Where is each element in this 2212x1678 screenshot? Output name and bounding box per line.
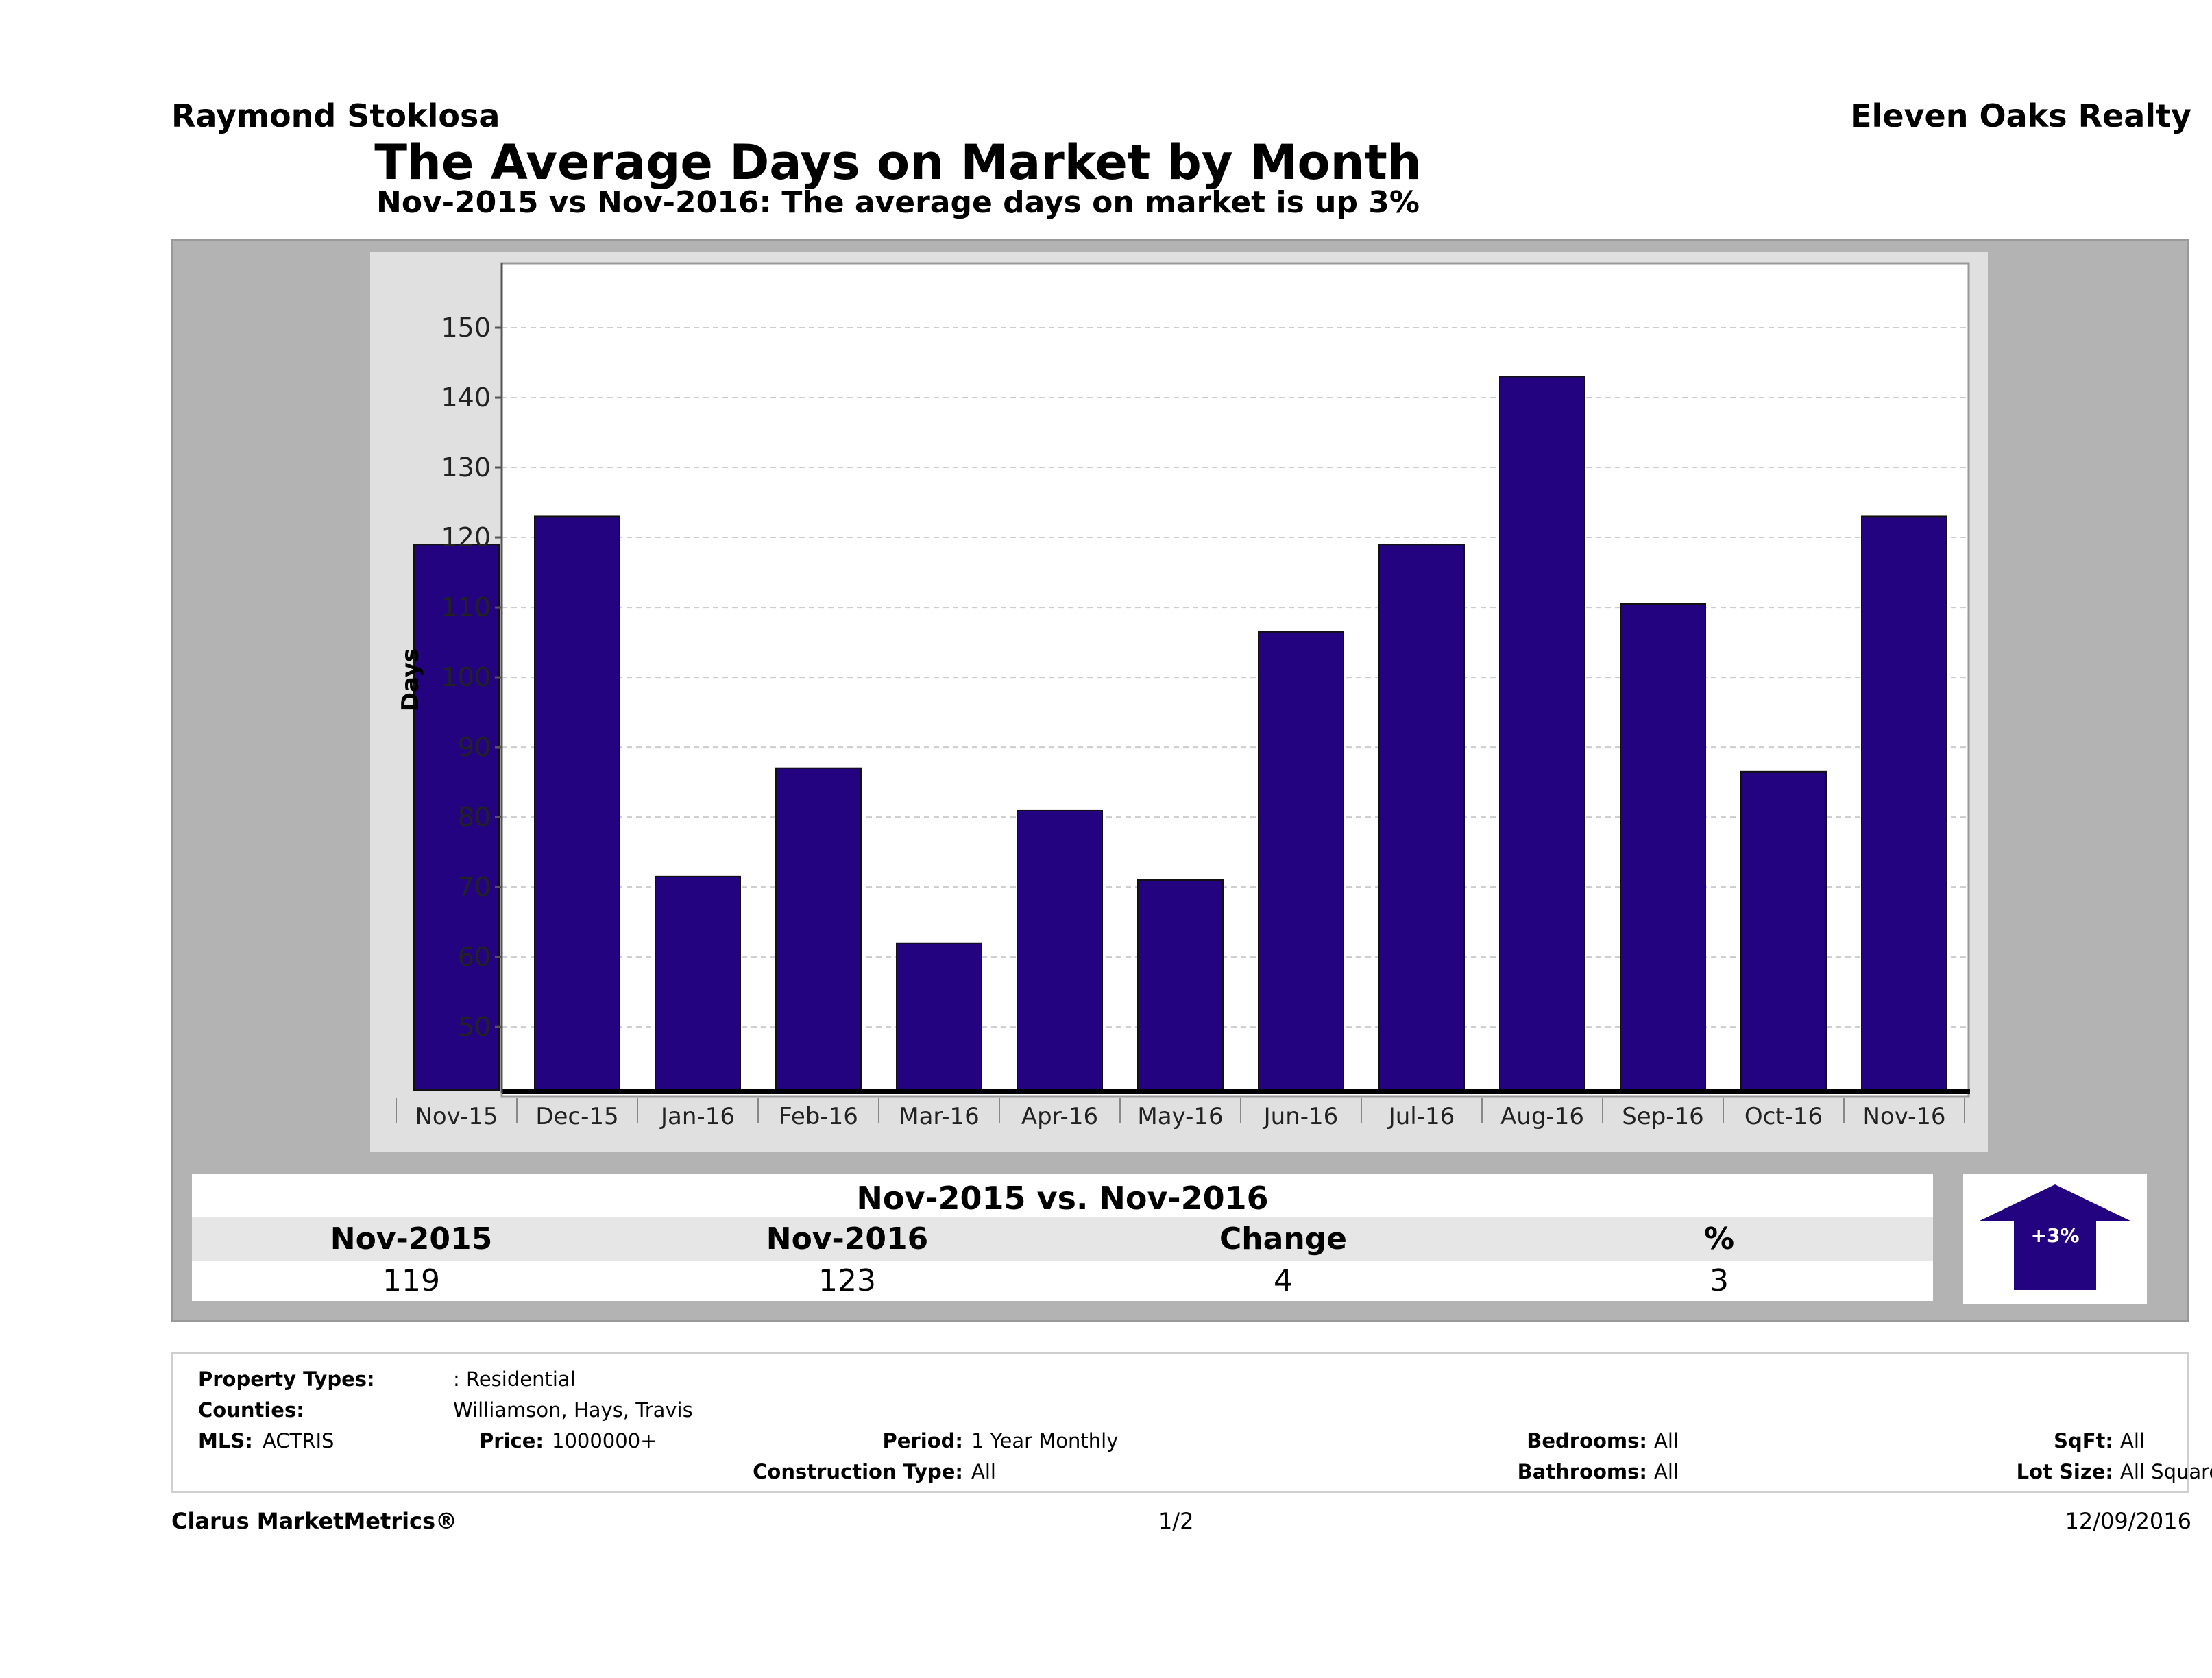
construction-type-value: All	[971, 1460, 996, 1483]
sqft-label: SqFt:	[2054, 1429, 2113, 1452]
summary-value-change: 4	[1274, 1263, 1293, 1298]
bar-sep-16	[1620, 603, 1706, 1091]
period-label: Period:	[882, 1429, 963, 1452]
bar-jan-16	[655, 875, 741, 1091]
summary-title: Nov-2015 vs. Nov-2016	[192, 1174, 1933, 1217]
summary-header-change: Change	[1219, 1221, 1347, 1256]
y-tick-label: 90	[458, 732, 491, 762]
period-value: 1 Year Monthly	[971, 1429, 1119, 1452]
bedrooms-value: All	[1654, 1429, 1679, 1452]
bar-jun-16	[1258, 631, 1344, 1091]
x-tick-label: Nov-16	[1863, 1103, 1946, 1130]
price-value: 1000000+	[552, 1429, 657, 1452]
y-tick-label: 150	[441, 313, 491, 343]
y-tick-label: 50	[458, 1012, 491, 1042]
x-tick-label: Aug-16	[1500, 1103, 1584, 1130]
x-tick-label: May-16	[1137, 1103, 1223, 1130]
y-axis-title: Days	[397, 648, 424, 712]
bar-jul-16	[1378, 544, 1465, 1091]
footer-brand: Clarus MarketMetrics®	[171, 1508, 458, 1534]
trend-label: +3%	[2031, 1224, 2080, 1247]
summary-value-nov2016: 123	[818, 1263, 876, 1298]
mls-value: ACTRIS	[263, 1429, 335, 1452]
summary-header-nov2015: Nov-2015	[330, 1221, 493, 1256]
x-tick-label: Feb-16	[779, 1103, 858, 1130]
construction-type-label: Construction Type:	[753, 1460, 963, 1483]
page-subtitle: Nov-2015 vs Nov-2016: The average days o…	[376, 185, 1420, 220]
bar-apr-16	[1017, 809, 1103, 1091]
report-date: 12/09/2016	[2065, 1508, 2191, 1534]
x-tick-label: Nov-15	[415, 1103, 498, 1130]
grid-lines	[502, 327, 1969, 1028]
bar-series	[413, 376, 1947, 1091]
summary-header-nov2016: Nov-2016	[766, 1221, 929, 1256]
bathrooms-value: All	[1654, 1460, 1679, 1483]
x-tick-label: Apr-16	[1021, 1103, 1098, 1130]
counties-value: Williamson, Hays, Travis	[453, 1398, 693, 1422]
summary-value-nov2015: 119	[382, 1263, 440, 1298]
y-tick-label: 60	[458, 942, 491, 972]
counties-label: Counties:	[198, 1398, 304, 1422]
brokerage-name: Eleven Oaks Realty	[1850, 97, 2191, 134]
y-tick-label: 140	[441, 382, 491, 413]
bar-mar-16	[896, 942, 982, 1091]
up-arrow-icon: +3%	[1978, 1184, 2132, 1290]
y-tick-label: 120	[441, 522, 491, 552]
bar-chart: 50 60 70 80 90 100 110 120 130 140 150 Nov-15 Dec-15…	[370, 252, 1988, 1152]
sqft-value: All	[2120, 1429, 2145, 1452]
x-tick-label: Jul-16	[1387, 1103, 1455, 1130]
lot-size-label: Lot Size:	[2016, 1460, 2113, 1483]
arrow-shape	[1978, 1184, 2132, 1290]
bar-nov-15	[413, 544, 500, 1091]
price-label: Price:	[479, 1429, 544, 1452]
plot-area	[500, 262, 1970, 1098]
bathrooms-label: Bathrooms:	[1517, 1460, 1647, 1483]
lot-size-value: All Square Footage	[2120, 1460, 2212, 1483]
x-tick-label: Mar-16	[899, 1103, 980, 1130]
y-tick-label: 130	[441, 452, 491, 483]
bar-dec-15	[534, 515, 620, 1091]
summary-header-percent: %	[1703, 1221, 1735, 1256]
bedrooms-label: Bedrooms:	[1527, 1429, 1647, 1452]
agent-name: Raymond Stoklosa	[171, 97, 500, 134]
x-tick-label: Dec-15	[535, 1103, 618, 1130]
summary-value-row: 119 123 4 3	[192, 1261, 1933, 1301]
summary-header-row: Nov-2015 Nov-2016 Change %	[192, 1217, 1933, 1261]
mls-label: MLS:	[198, 1429, 253, 1452]
bar-nov-16	[1861, 515, 1947, 1091]
y-tick-label: 80	[458, 802, 491, 832]
y-tick-label: 100	[441, 662, 491, 692]
page-number: 1/2	[1158, 1508, 1194, 1534]
property-types-value: : Residential	[453, 1367, 576, 1391]
criteria-panel: Property Types: : Residential Counties: …	[171, 1352, 2212, 1493]
property-types-label: Property Types:	[198, 1367, 375, 1391]
axes: 50 60 70 80 90 100 110 120 130 140 150 Nov-15 Dec-15…	[396, 263, 1970, 1130]
trend-indicator: +3%	[1963, 1174, 2147, 1304]
y-tick-label: 70	[458, 872, 491, 902]
summary-table: Nov-2015 vs. Nov-2016 Nov-2015 Nov-2016 …	[192, 1174, 1933, 1304]
summary-value-percent: 3	[1710, 1263, 1729, 1298]
bar-feb-16	[775, 767, 862, 1091]
page-title: The Average Days on Market by Month	[374, 134, 1422, 191]
x-tick-label: Jan-16	[659, 1103, 735, 1130]
x-tick-label: Oct-16	[1745, 1103, 1823, 1130]
bar-oct-16	[1740, 770, 1827, 1091]
y-tick-label: 110	[441, 592, 491, 622]
x-tick-label: Sep-16	[1622, 1103, 1704, 1130]
bar-aug-16	[1499, 376, 1585, 1091]
x-tick-label: Jun-16	[1263, 1103, 1339, 1130]
bar-may-16	[1137, 879, 1224, 1091]
